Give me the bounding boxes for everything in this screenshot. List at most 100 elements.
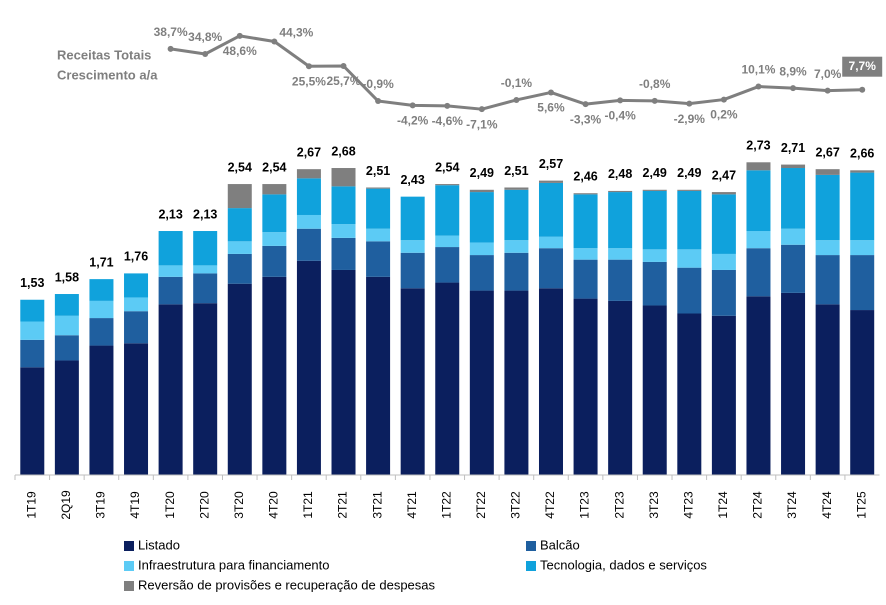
total-label: 2,54 <box>228 160 252 174</box>
bar-segment <box>711 269 736 316</box>
bar-segment <box>227 283 252 475</box>
legend-swatch <box>526 541 536 551</box>
legend-swatch <box>124 561 134 571</box>
bar-segment <box>850 255 875 311</box>
total-label: 1,58 <box>55 270 79 284</box>
line-point <box>617 97 624 104</box>
line-value-label: -4,2% <box>397 114 429 128</box>
line-point <box>720 96 727 103</box>
bar-segment <box>781 292 806 475</box>
bar-segment <box>366 228 391 242</box>
x-tick-label: 1T24 <box>716 491 730 519</box>
bar-segment <box>54 315 79 336</box>
line-value-label: -2,9% <box>674 112 706 126</box>
line-point <box>686 100 693 107</box>
bar-segment <box>573 259 598 299</box>
total-label: 2,67 <box>815 145 839 159</box>
legend-swatch <box>526 561 536 571</box>
legend-swatch <box>124 541 134 551</box>
legend-label: Listado <box>138 537 180 552</box>
line-value-label: 5,6% <box>537 101 565 115</box>
bar-segment <box>296 228 321 261</box>
bar-segment <box>227 241 252 254</box>
bar-segment <box>89 318 114 346</box>
total-label: 2,49 <box>470 166 494 180</box>
x-tick-label: 1T19 <box>24 491 38 519</box>
legend-label: Infraestrutura para financiamento <box>138 557 330 572</box>
line-point <box>444 102 451 109</box>
line-value-label: -4,6% <box>432 114 464 128</box>
bar-segment <box>815 255 840 305</box>
bar-segment <box>296 214 321 229</box>
bar-segment <box>227 208 252 242</box>
bar-segment <box>331 269 356 475</box>
x-tick-label: 3T24 <box>785 491 799 519</box>
bar-segment <box>746 296 771 475</box>
bar-segment <box>20 321 45 340</box>
bar-segment <box>193 231 218 266</box>
bar-segment <box>781 244 806 293</box>
bar-segment <box>124 297 149 312</box>
bar-segment <box>469 290 494 475</box>
total-label: 2,71 <box>781 141 805 155</box>
bar-segment <box>262 245 287 277</box>
bar-segment <box>400 252 425 289</box>
bar-segment <box>608 248 633 260</box>
line-value-label: -0,4% <box>604 109 636 123</box>
line-point <box>202 51 209 58</box>
x-tick-label: 3T23 <box>647 491 661 519</box>
bar-segment <box>642 261 667 306</box>
legend-label: Balcão <box>540 537 580 552</box>
line-value-label: 44,3% <box>279 26 313 40</box>
x-tick-label: 4T19 <box>128 491 142 519</box>
bar-segment <box>573 298 598 475</box>
total-label: 2,13 <box>193 207 217 221</box>
x-tick-label: 4T22 <box>543 491 557 519</box>
bar-segment <box>781 164 806 169</box>
bar-segment <box>642 190 667 250</box>
bar-segment <box>815 240 840 256</box>
line-point <box>409 102 416 109</box>
x-tick-label: 1T21 <box>301 491 315 519</box>
x-tick-label: 3T21 <box>370 491 384 519</box>
bar-segment <box>677 189 702 191</box>
bar-segment <box>711 315 736 475</box>
bar-segment <box>746 231 771 249</box>
bar-segment <box>504 187 529 190</box>
bar-segment <box>573 194 598 249</box>
legend-label: Reversão de provisões e recuperação de d… <box>138 577 436 592</box>
bar-segment <box>20 367 45 475</box>
x-tick-label: 3T19 <box>94 491 108 519</box>
bar-segment <box>746 248 771 297</box>
total-label: 2,67 <box>297 145 321 159</box>
bar-segment <box>469 189 494 193</box>
bar-segment <box>124 311 149 344</box>
line-point <box>582 101 589 108</box>
total-label: 1,53 <box>20 276 44 290</box>
x-tick-label: 1T23 <box>578 491 592 519</box>
total-label: 1,71 <box>89 255 113 269</box>
bar-segment <box>781 228 806 245</box>
line-value-label: -0,9% <box>362 77 394 91</box>
line-value-label: 34,8% <box>188 30 222 44</box>
bar-segment <box>677 249 702 268</box>
bar-segment <box>435 247 460 283</box>
bar-segment <box>538 236 563 249</box>
line-value-label: 0,2% <box>710 108 738 122</box>
bar-segment <box>538 180 563 183</box>
bar-segment <box>642 305 667 475</box>
bar-segment <box>573 193 598 195</box>
bar-segment <box>573 248 598 260</box>
bar-segment <box>124 273 149 298</box>
bar-segment <box>815 174 840 241</box>
bar-segment <box>711 194 736 254</box>
bar-segment <box>608 300 633 475</box>
x-tick-label: 2T22 <box>474 491 488 519</box>
bar-segment <box>366 276 391 475</box>
bar-segment <box>366 241 391 277</box>
line-point <box>755 83 762 90</box>
total-label: 2,68 <box>331 144 355 158</box>
bar-segment <box>538 248 563 289</box>
x-tick-label: 2Q19 <box>59 490 73 520</box>
